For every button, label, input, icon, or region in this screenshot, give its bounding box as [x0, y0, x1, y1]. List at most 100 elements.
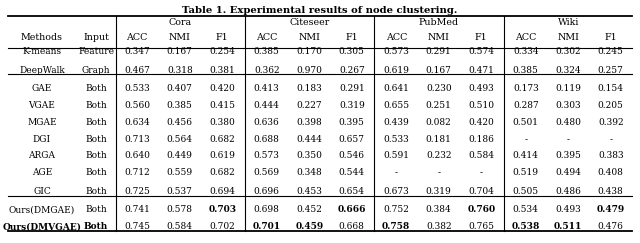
Text: 0.745: 0.745: [124, 222, 150, 231]
Text: ARGA: ARGA: [29, 151, 56, 160]
Text: Both: Both: [85, 84, 107, 93]
Text: 0.287: 0.287: [513, 101, 539, 110]
Text: 0.636: 0.636: [254, 118, 280, 127]
Text: VGAE: VGAE: [29, 101, 56, 110]
Text: 0.348: 0.348: [296, 168, 322, 177]
Text: Cora: Cora: [168, 18, 191, 27]
Text: Both: Both: [85, 151, 107, 160]
Text: 0.476: 0.476: [598, 222, 624, 231]
Text: 0.452: 0.452: [296, 205, 322, 214]
Text: Ours(DMVGAE): Ours(DMVGAE): [3, 222, 81, 231]
Text: 0.544: 0.544: [339, 168, 365, 177]
Text: 0.167: 0.167: [167, 47, 193, 56]
Text: NMI: NMI: [169, 33, 191, 42]
Text: 0.704: 0.704: [468, 187, 494, 196]
Text: 0.584: 0.584: [468, 151, 494, 160]
Text: 0.291: 0.291: [426, 47, 452, 56]
Text: Graph: Graph: [82, 66, 110, 75]
Text: 0.641: 0.641: [383, 84, 409, 93]
Text: 0.519: 0.519: [513, 168, 539, 177]
Text: 0.167: 0.167: [426, 66, 452, 75]
Text: 0.634: 0.634: [124, 118, 150, 127]
Text: 0.682: 0.682: [209, 135, 235, 144]
Text: 0.181: 0.181: [426, 135, 452, 144]
Text: 0.384: 0.384: [426, 205, 452, 214]
Text: 0.291: 0.291: [339, 84, 365, 93]
Text: 0.559: 0.559: [166, 168, 193, 177]
Text: 0.444: 0.444: [296, 135, 322, 144]
Text: 0.694: 0.694: [209, 187, 235, 196]
Text: 0.657: 0.657: [339, 135, 365, 144]
Text: 0.385: 0.385: [167, 101, 193, 110]
Text: 0.655: 0.655: [383, 101, 410, 110]
Text: 0.564: 0.564: [167, 135, 193, 144]
Text: 0.362: 0.362: [254, 66, 280, 75]
Text: 0.444: 0.444: [254, 101, 280, 110]
Text: 0.741: 0.741: [124, 205, 150, 214]
Text: 0.573: 0.573: [254, 151, 280, 160]
Text: 0.494: 0.494: [556, 168, 581, 177]
Text: 0.439: 0.439: [383, 118, 409, 127]
Text: -: -: [437, 168, 440, 177]
Text: Both: Both: [85, 168, 107, 177]
Text: 0.408: 0.408: [598, 168, 624, 177]
Text: 0.510: 0.510: [468, 101, 494, 110]
Text: 0.712: 0.712: [124, 168, 150, 177]
Text: 0.350: 0.350: [296, 151, 322, 160]
Text: F1: F1: [475, 33, 488, 42]
Text: 0.082: 0.082: [426, 118, 452, 127]
Text: 0.673: 0.673: [383, 187, 409, 196]
Text: 0.760: 0.760: [467, 205, 495, 214]
Text: 0.666: 0.666: [337, 205, 366, 214]
Text: DGI: DGI: [33, 135, 51, 144]
Text: 0.420: 0.420: [209, 84, 235, 93]
Text: 0.381: 0.381: [209, 66, 235, 75]
Text: F1: F1: [346, 33, 358, 42]
Text: 0.533: 0.533: [383, 135, 409, 144]
Text: Both: Both: [85, 187, 107, 196]
Text: ACC: ACC: [256, 33, 277, 42]
Text: MGAE: MGAE: [27, 118, 57, 127]
Text: 0.619: 0.619: [209, 151, 235, 160]
Text: AGE: AGE: [32, 168, 52, 177]
Text: 0.479: 0.479: [596, 205, 625, 214]
Text: 0.173: 0.173: [513, 84, 539, 93]
Text: 0.569: 0.569: [253, 168, 280, 177]
Text: 0.493: 0.493: [468, 84, 494, 93]
Text: 0.668: 0.668: [339, 222, 365, 231]
Text: 0.703: 0.703: [208, 205, 236, 214]
Text: 0.183: 0.183: [296, 84, 322, 93]
Text: 0.413: 0.413: [254, 84, 280, 93]
Text: 0.688: 0.688: [254, 135, 280, 144]
Text: 0.383: 0.383: [598, 151, 623, 160]
Text: 0.682: 0.682: [209, 168, 235, 177]
Text: 0.765: 0.765: [468, 222, 494, 231]
Text: 0.392: 0.392: [598, 118, 623, 127]
Text: 0.538: 0.538: [511, 222, 540, 231]
Text: 0.318: 0.318: [167, 66, 193, 75]
Text: 0.324: 0.324: [556, 66, 581, 75]
Text: -: -: [567, 135, 570, 144]
Text: Wiki: Wiki: [557, 18, 579, 27]
Text: 0.758: 0.758: [382, 222, 410, 231]
Text: GIC: GIC: [33, 187, 51, 196]
Text: 0.170: 0.170: [296, 47, 322, 56]
Text: F1: F1: [216, 33, 228, 42]
Text: 0.438: 0.438: [598, 187, 623, 196]
Text: 0.640: 0.640: [124, 151, 150, 160]
Text: 0.453: 0.453: [296, 187, 322, 196]
Text: 0.480: 0.480: [556, 118, 581, 127]
Text: -: -: [395, 168, 397, 177]
Text: 0.752: 0.752: [383, 205, 409, 214]
Text: Both: Both: [85, 135, 107, 144]
Text: 0.254: 0.254: [209, 47, 235, 56]
Text: 0.511: 0.511: [554, 222, 582, 231]
Text: 0.467: 0.467: [124, 66, 150, 75]
Text: ACC: ACC: [127, 33, 148, 42]
Text: ACC: ACC: [515, 33, 536, 42]
Text: 0.505: 0.505: [513, 187, 539, 196]
Text: 0.701: 0.701: [253, 222, 281, 231]
Text: -: -: [609, 135, 612, 144]
Text: 0.420: 0.420: [468, 118, 494, 127]
Text: 0.501: 0.501: [513, 118, 539, 127]
